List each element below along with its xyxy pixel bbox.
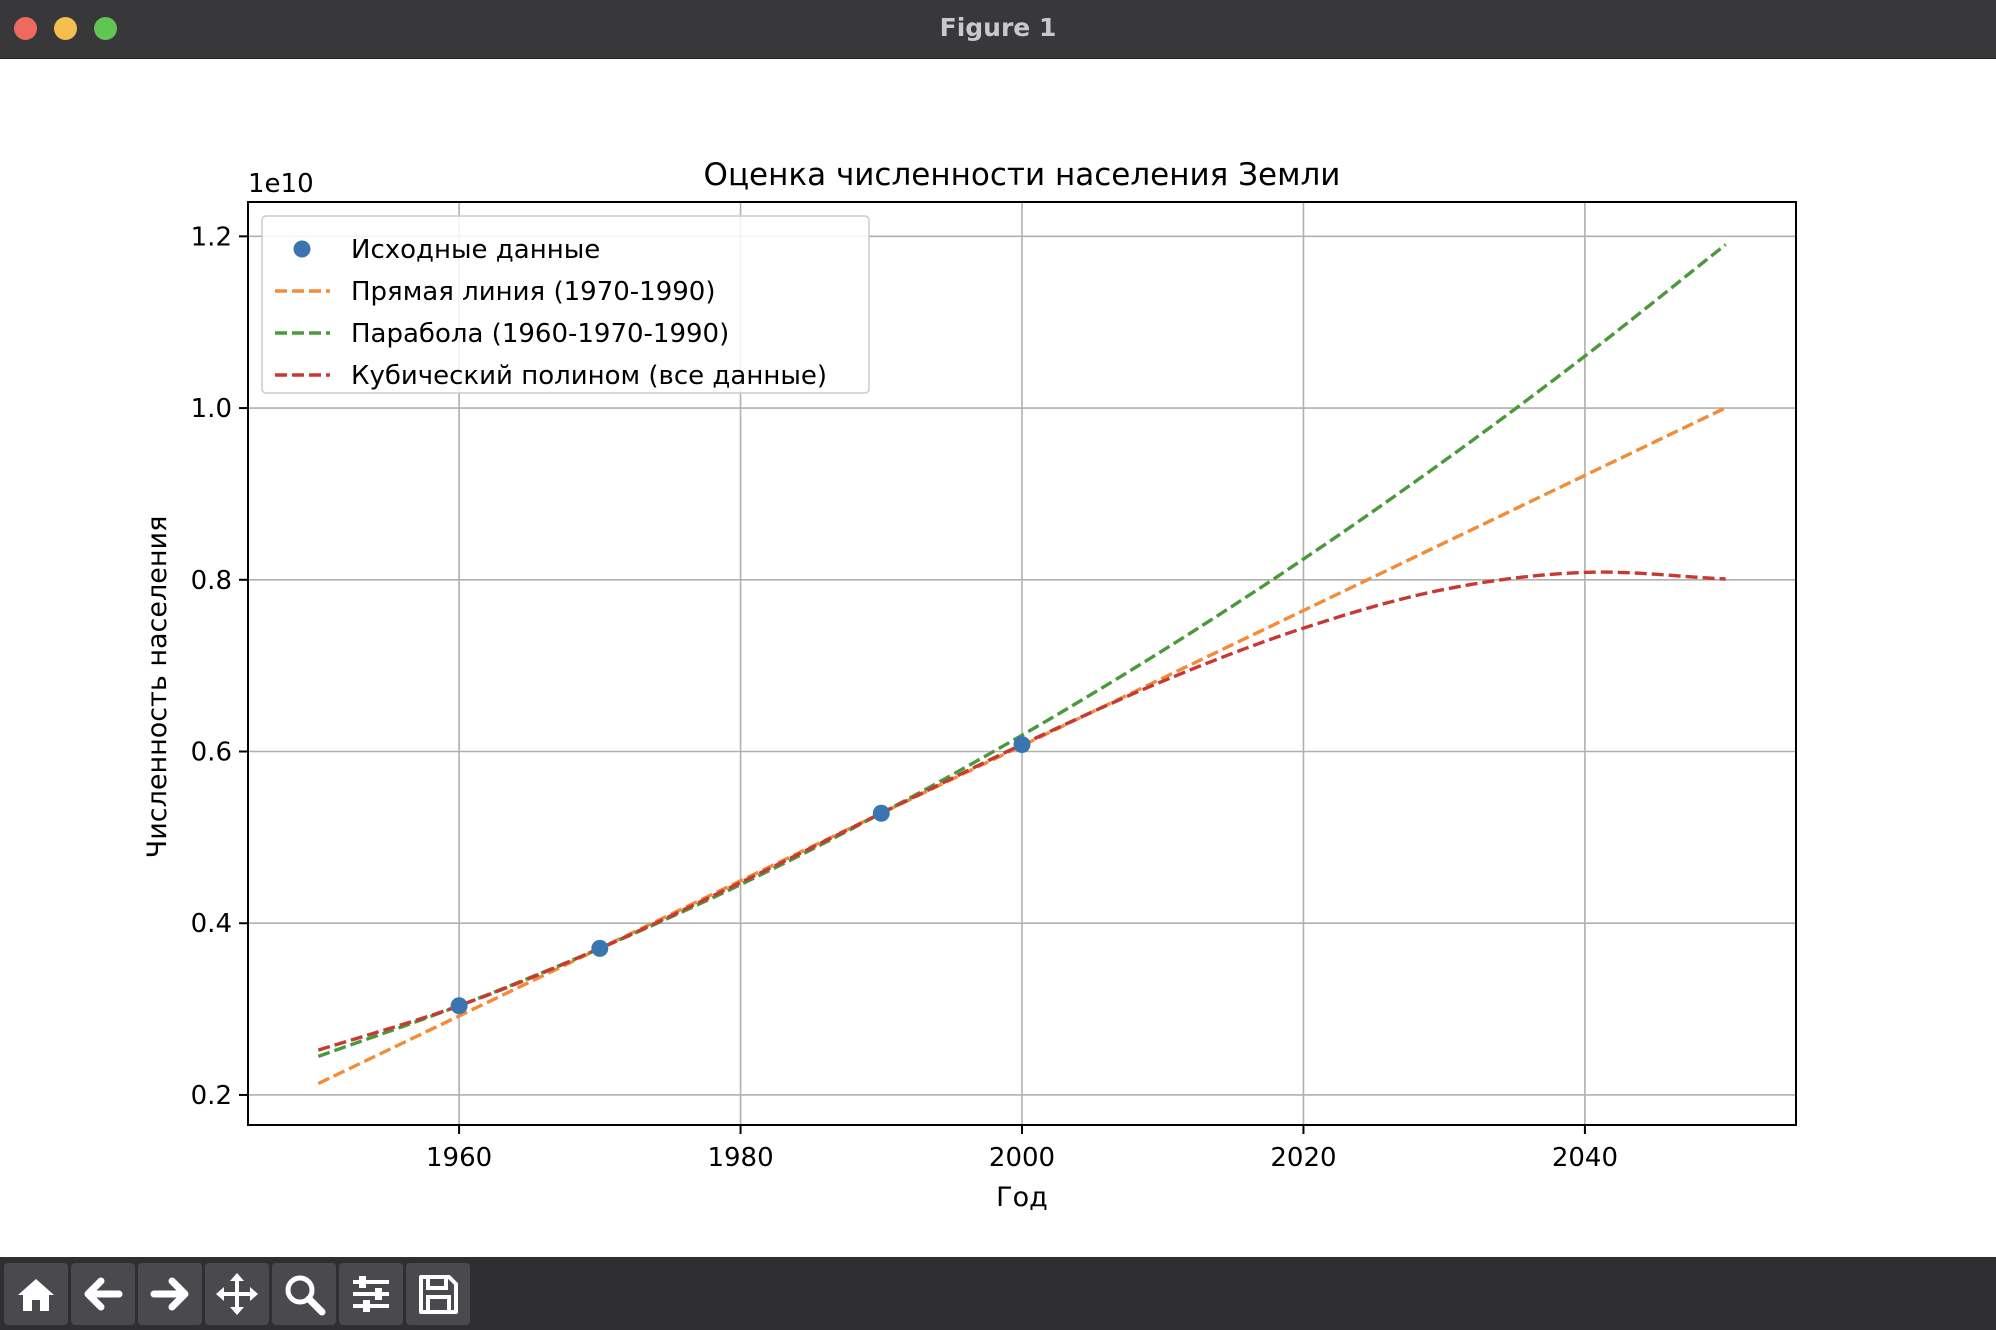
- y-tick-label: 0.2: [191, 1081, 232, 1111]
- chart: 1960 1980 2000 2020 2040 0.20.40.60.81.01.2 …: [142, 157, 1797, 1213]
- y-tick-label: 0.4: [191, 909, 232, 939]
- y-axis: 0.2 0.4 0.6 0.8 1.0 1.2: [191, 222, 248, 1111]
- legend-marker: [293, 240, 311, 258]
- series-line: [317, 406, 1727, 1086]
- window-controls: [14, 17, 117, 40]
- data-point: [872, 804, 890, 822]
- floppy-disk-icon: [419, 1275, 458, 1314]
- data-point: [450, 997, 468, 1015]
- pan-button[interactable]: [205, 1263, 269, 1325]
- home-icon: [18, 1279, 54, 1311]
- window-titlebar: Figure 1: [0, 0, 1996, 59]
- close-window-button[interactable]: [14, 17, 37, 40]
- data-point: [591, 939, 609, 957]
- y-tick-label: 1.0: [191, 394, 232, 424]
- y-tick-label: 0.8: [191, 566, 232, 596]
- legend-label: Прямая линия (1970-1990): [351, 277, 715, 307]
- data-point: [1013, 736, 1031, 754]
- sliders-icon: [353, 1276, 389, 1312]
- legend-label: Кубический полином (все данные): [351, 361, 827, 391]
- move-icon: [216, 1273, 258, 1315]
- configure-subplots-button[interactable]: [339, 1263, 403, 1325]
- magnifier-icon: [285, 1275, 326, 1316]
- chart-title: Оценка численности населения Земли: [704, 157, 1341, 193]
- arrow-right-icon: [150, 1277, 189, 1311]
- home-button[interactable]: [4, 1263, 68, 1325]
- x-tick-label: 2000: [989, 1143, 1055, 1173]
- y-tick-label: 1.2: [191, 222, 232, 252]
- x-tick-label: 2040: [1552, 1143, 1618, 1173]
- zoom-window-button[interactable]: [94, 17, 117, 40]
- legend: Исходные данные Прямая линия (1970-1990) П…: [261, 215, 870, 394]
- x-axis: 1960 1980 2000 2020 2040: [426, 1125, 1618, 1173]
- legend-box: [261, 215, 870, 394]
- plot-area: [317, 243, 1727, 1086]
- navigation-toolbar: [0, 1257, 1996, 1330]
- arrow-left-icon: [84, 1277, 123, 1311]
- legend-label: Парабола (1960-1970-1990): [351, 319, 729, 349]
- series-line: [317, 243, 1727, 1058]
- y-offset-label: 1e10: [248, 169, 314, 199]
- minimize-window-button[interactable]: [54, 17, 77, 40]
- back-button[interactable]: [71, 1263, 135, 1325]
- legend-label: Исходные данные: [351, 235, 600, 265]
- y-axis-label: Численность населения: [142, 516, 173, 859]
- x-tick-label: 2020: [1270, 1143, 1336, 1173]
- save-button[interactable]: [406, 1263, 470, 1325]
- window-title: Figure 1: [939, 13, 1057, 42]
- x-axis-label: Год: [996, 1182, 1048, 1213]
- x-tick-label: 1960: [426, 1143, 492, 1173]
- forward-button[interactable]: [138, 1263, 202, 1325]
- zoom-button[interactable]: [272, 1263, 336, 1325]
- y-tick-label: 0.6: [191, 738, 232, 768]
- x-tick-label: 1980: [707, 1143, 773, 1173]
- figure-canvas: 1960 1980 2000 2020 2040 0.2 0.4 0.6 0.8 1.0 1.2 …: [0, 59, 1996, 1257]
